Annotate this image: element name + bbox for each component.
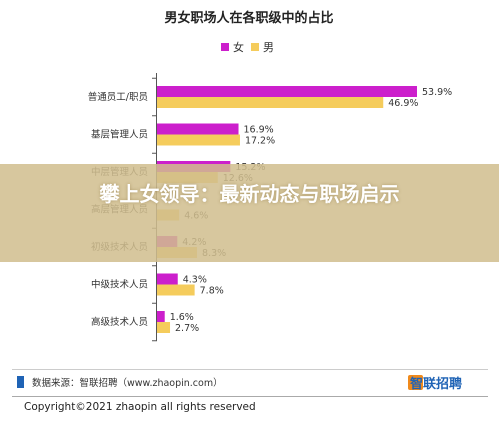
legend-swatch-male — [251, 43, 259, 51]
data-label-female: 4.3% — [183, 275, 207, 286]
headline-title[interactable]: 攀上女领导：最新动态与职场启示 — [99, 182, 400, 206]
legend-label-female: 女 — [233, 40, 244, 54]
data-label-female: 53.9% — [422, 87, 452, 98]
bar-male — [157, 134, 240, 146]
bar-male — [157, 284, 195, 296]
data-label-female: 16.9% — [244, 125, 274, 136]
copyright-text: Copyright©2021 zhaopin all rights reserv… — [24, 401, 256, 413]
legend: 女 男 — [221, 40, 274, 54]
data-source-text: 数据来源：智联招聘（www.zhaopin.com） — [32, 377, 223, 389]
bar-female — [157, 123, 239, 135]
bar-female — [157, 311, 165, 322]
legend-label-male: 男 — [263, 41, 274, 54]
headline-banner: 攀上女领导：最新动态与职场启示 — [0, 164, 499, 262]
bar-male — [157, 97, 384, 108]
category-label: 普通员工/职员 — [88, 91, 148, 103]
bar-female — [157, 86, 417, 97]
zhaopin-logo-text: 智联招聘 — [410, 376, 462, 392]
data-label-female: 1.6% — [170, 312, 194, 323]
data-label-male: 7.8% — [200, 286, 224, 297]
source-marker-icon — [17, 376, 24, 388]
data-label-male: 46.9% — [388, 98, 418, 109]
category-label: 高级技术人员 — [91, 316, 148, 328]
bar-female — [157, 273, 178, 285]
legend-swatch-female — [221, 43, 229, 51]
zhaopin-logo: 智联招聘 — [408, 375, 462, 392]
category-label: 基层管理人员 — [91, 129, 148, 141]
chart-title: 男女职场人在各职级中的占比 — [164, 10, 333, 26]
category-label: 中级技术人员 — [91, 279, 148, 291]
data-label-male: 17.2% — [245, 136, 275, 147]
bar-male — [157, 322, 171, 333]
data-label-male: 2.7% — [175, 323, 199, 334]
